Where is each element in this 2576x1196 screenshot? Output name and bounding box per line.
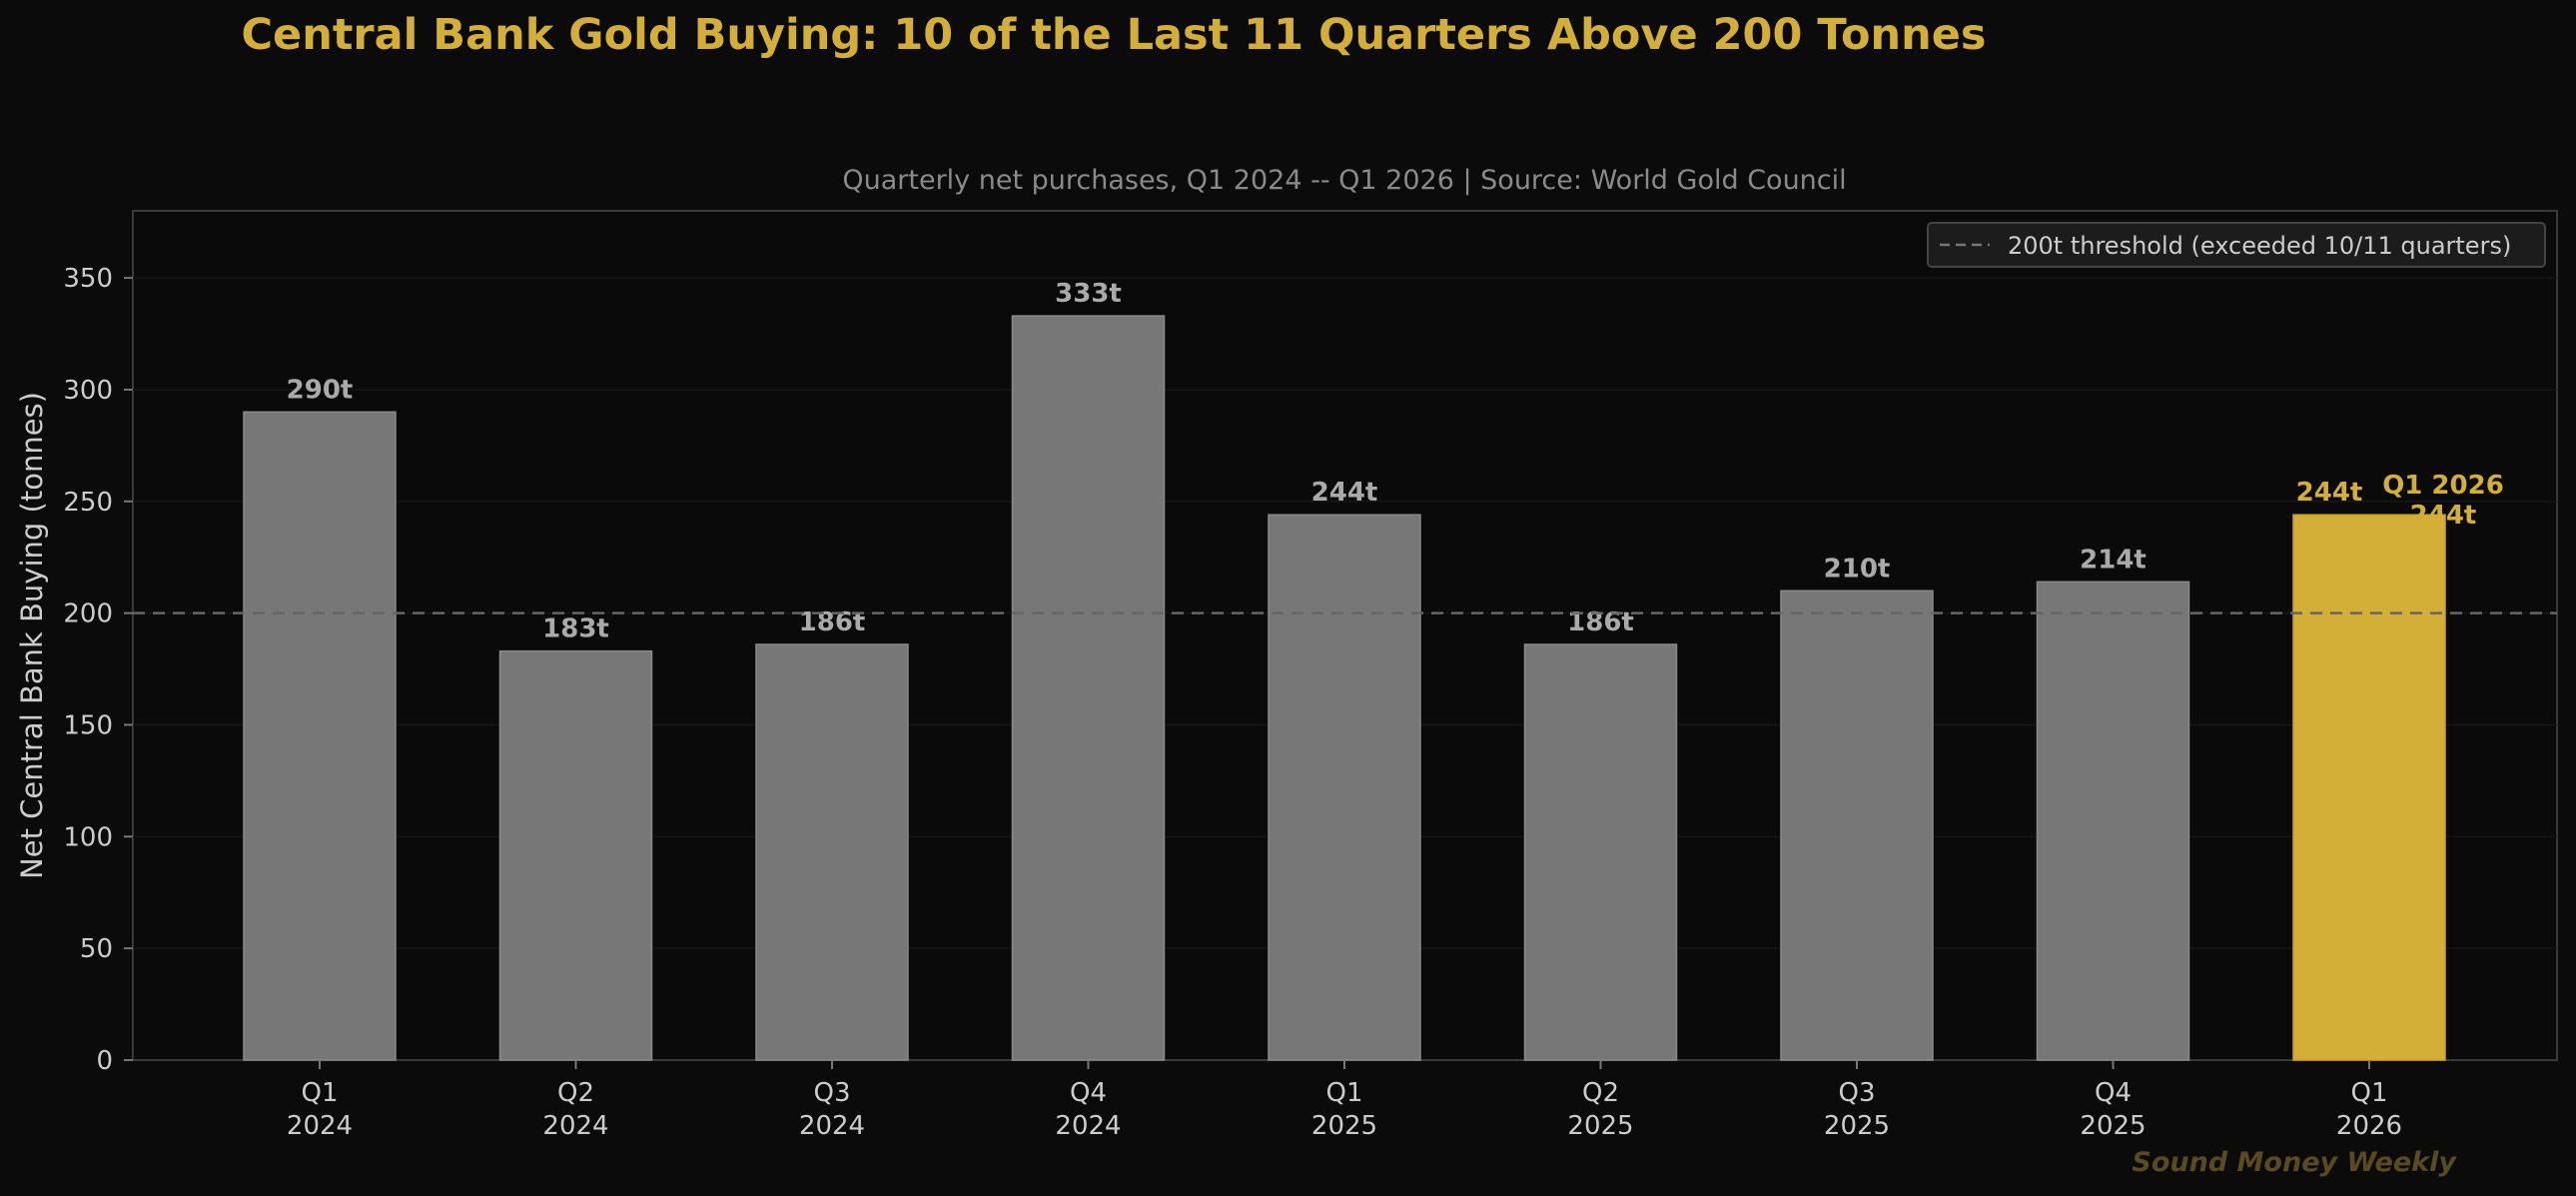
y-tick-label: 200 [63, 599, 113, 629]
highlight-annotation-line1: Q1 2026 [2382, 471, 2504, 501]
y-tick-label: 350 [63, 264, 113, 294]
y-axis-label: Net Central Bank Buying (tonnes) [15, 392, 49, 879]
chart-subtitle: Quarterly net purchases, Q1 2024 -- Q1 2… [842, 165, 1846, 196]
x-tick-label-quarter: Q4 [1070, 1078, 1107, 1108]
x-tick-label-year: 2025 [2080, 1111, 2146, 1141]
x-tick-label-quarter: Q2 [557, 1078, 594, 1108]
legend-threshold-label: 200t threshold (exceeded 10/11 quarters) [2008, 232, 2511, 260]
bar-value-label: 183t [542, 614, 609, 644]
x-tick-label-quarter: Q2 [1582, 1078, 1619, 1108]
bar-q3-2024 [755, 643, 909, 1061]
x-tick-label-quarter: Q1 [1325, 1078, 1362, 1108]
x-tick-label-quarter: Q4 [2095, 1078, 2132, 1108]
y-tick-label: 250 [63, 488, 113, 518]
bar-q4-2025 [2036, 581, 2190, 1061]
bar-q1-2025 [1268, 514, 1421, 1061]
x-tick-label-year: 2025 [1567, 1111, 1633, 1141]
bar-q1-2024 [243, 411, 397, 1061]
y-tick-label: 300 [63, 376, 113, 406]
bar-value-label: 244t [2296, 478, 2363, 508]
x-tick-label-year: 2024 [1055, 1111, 1121, 1141]
y-tick-label: 0 [96, 1046, 113, 1076]
y-tick-label: 100 [63, 822, 113, 852]
highlight-annotation-line2: 244t [2410, 501, 2477, 531]
legend-box [1927, 222, 2546, 268]
chart-title: Central Bank Gold Buying: 10 of the Last… [241, 10, 1987, 60]
watermark: Sound Money Weekly [2132, 1147, 2456, 1178]
bar-value-label: 290t [287, 375, 354, 405]
bar-q2-2025 [1523, 643, 1678, 1061]
x-tick-label-quarter: Q3 [1838, 1078, 1875, 1108]
x-tick-label-quarter: Q3 [813, 1078, 850, 1108]
x-tick-label-quarter: Q1 [301, 1078, 338, 1108]
bar-q2-2024 [498, 649, 653, 1061]
y-tick-label: 50 [80, 934, 113, 964]
bar-q4-2024 [1011, 315, 1166, 1061]
y-tick-label: 150 [63, 710, 113, 740]
bar-value-label: 210t [1824, 554, 1891, 584]
x-tick-label-year: 2025 [1824, 1111, 1890, 1141]
x-tick-label-year: 2024 [287, 1111, 353, 1141]
x-tick-label-year: 2024 [799, 1111, 865, 1141]
x-tick-label-year: 2025 [1311, 1111, 1377, 1141]
x-tick-label-quarter: Q1 [2350, 1078, 2387, 1108]
x-tick-label-year: 2026 [2336, 1111, 2402, 1141]
bar-q1-2026 [2292, 514, 2446, 1061]
bar-value-label: 333t [1055, 279, 1122, 309]
bar-value-label: 214t [2080, 545, 2147, 575]
bar-value-label: 244t [1311, 478, 1378, 508]
x-tick-label-year: 2024 [542, 1111, 608, 1141]
legend: 200t threshold (exceeded 10/11 quarters) [1927, 222, 2546, 268]
bar-q3-2025 [1780, 590, 1934, 1061]
